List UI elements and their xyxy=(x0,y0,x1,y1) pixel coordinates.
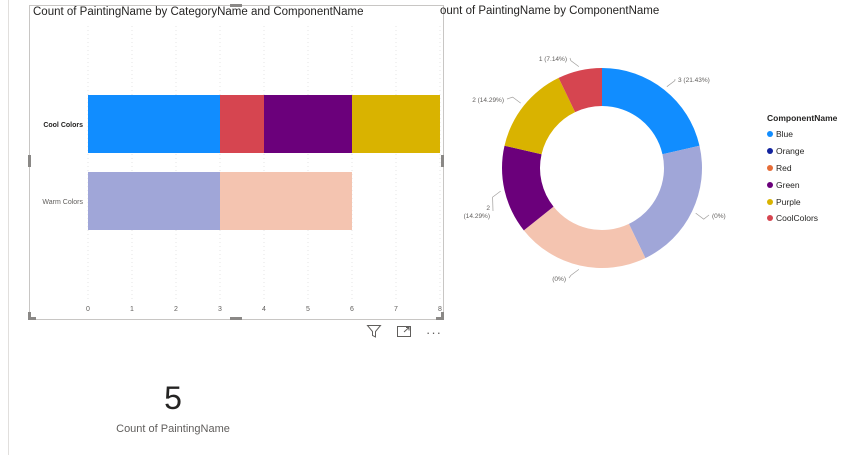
x-tick-label: 8 xyxy=(438,306,442,313)
resize-handle-right[interactable] xyxy=(441,155,444,167)
legend-label: CoolColors xyxy=(776,213,819,224)
bar-segment[interactable] xyxy=(220,95,264,153)
more-options-button[interactable]: ··· xyxy=(426,324,442,340)
legend-label: Green xyxy=(776,179,800,190)
legend-item[interactable]: Green xyxy=(767,176,837,193)
bar-segment[interactable] xyxy=(88,172,220,230)
resize-handle-bottom[interactable] xyxy=(230,317,242,320)
bar-segment[interactable] xyxy=(220,172,352,230)
legend-label: Red xyxy=(776,162,792,173)
focus-mode-icon[interactable] xyxy=(396,323,412,342)
donut-leader-line xyxy=(695,212,710,220)
card-label: Count of PaintingName xyxy=(116,423,230,435)
donut-slice[interactable] xyxy=(628,145,702,259)
donut-leader-line xyxy=(506,96,521,104)
donut-leader-line xyxy=(666,78,676,87)
legend-item[interactable]: Orange xyxy=(767,143,837,160)
resize-handle-top[interactable] xyxy=(230,4,242,7)
x-tick-label: 6 xyxy=(350,306,354,313)
donut-slice[interactable] xyxy=(504,77,576,155)
x-tick-label: 5 xyxy=(306,306,310,313)
legend-marker xyxy=(767,181,773,188)
donut-data-label: (0%) xyxy=(712,213,726,220)
donut-slice[interactable] xyxy=(502,145,554,231)
legend-item[interactable]: CoolColors xyxy=(767,210,837,227)
category-label: Warm Colors xyxy=(42,199,83,206)
donut-slice[interactable] xyxy=(523,206,646,268)
legend-marker xyxy=(767,131,773,138)
x-tick-label: 0 xyxy=(86,306,90,313)
card-value: 5 xyxy=(164,380,182,416)
donut-legend: ComponentName Blue Orange Red Green Purple Co… xyxy=(767,113,837,227)
legend-item[interactable]: Blue xyxy=(767,126,837,143)
legend-marker xyxy=(767,198,773,205)
donut-leader-line xyxy=(568,269,580,279)
donut-data-label: 1 (7.14%) xyxy=(539,56,567,63)
filter-icon[interactable] xyxy=(366,323,382,342)
legend-marker xyxy=(767,148,773,155)
bar-chart-title: Count of PaintingName by CategoryName an… xyxy=(33,6,364,18)
legend-marker xyxy=(767,164,773,171)
legend-item[interactable]: Purple xyxy=(767,193,837,210)
legend-marker xyxy=(767,215,773,222)
canvas-left-edge xyxy=(8,0,9,455)
donut-chart-title: ount of PaintingName by ComponentName xyxy=(440,5,660,17)
bar-chart-visual[interactable]: Count of PaintingName by CategoryName an… xyxy=(29,5,444,320)
legend-item[interactable]: Red xyxy=(767,160,837,177)
donut-slice[interactable] xyxy=(602,68,700,155)
resize-handle-bottom-left-h[interactable] xyxy=(28,317,36,320)
bar-chart-plot: 0 1 2 3 4 5 6 7 8 Cool Colors Warm Colors xyxy=(42,26,442,313)
x-tick-label: 3 xyxy=(218,306,222,313)
legend-label: Purple xyxy=(776,196,801,207)
x-tick-label: 1 xyxy=(130,306,134,313)
resize-handle-bottom-right-h[interactable] xyxy=(436,317,444,320)
donut-leader-line xyxy=(492,190,501,212)
donut-data-label: 2 (14.29%) xyxy=(472,97,504,104)
resize-handle-bottom-right[interactable] xyxy=(441,312,444,320)
bar-segment[interactable] xyxy=(264,95,352,153)
x-tick-label: 7 xyxy=(394,306,398,313)
x-tick-label: 2 xyxy=(174,306,178,313)
donut-data-label: (0%) xyxy=(552,276,566,283)
visual-toolbar: ··· xyxy=(366,323,442,342)
donut-data-label: 2 (14.29%) xyxy=(464,205,491,220)
donut-leader-line xyxy=(569,57,580,67)
donut-data-label: 3 (21.43%) xyxy=(678,77,710,84)
legend-label: Blue xyxy=(776,129,794,140)
legend-title: ComponentName xyxy=(767,113,838,123)
donut-slice[interactable] xyxy=(558,68,602,113)
bar-segment[interactable] xyxy=(352,95,440,153)
x-tick-label: 4 xyxy=(262,306,266,313)
category-label: Cool Colors xyxy=(43,122,83,129)
bar-segment[interactable] xyxy=(88,95,220,153)
resize-handle-left[interactable] xyxy=(28,155,31,167)
resize-handle-bottom-left[interactable] xyxy=(28,312,31,320)
legend-label: Orange xyxy=(776,146,805,157)
